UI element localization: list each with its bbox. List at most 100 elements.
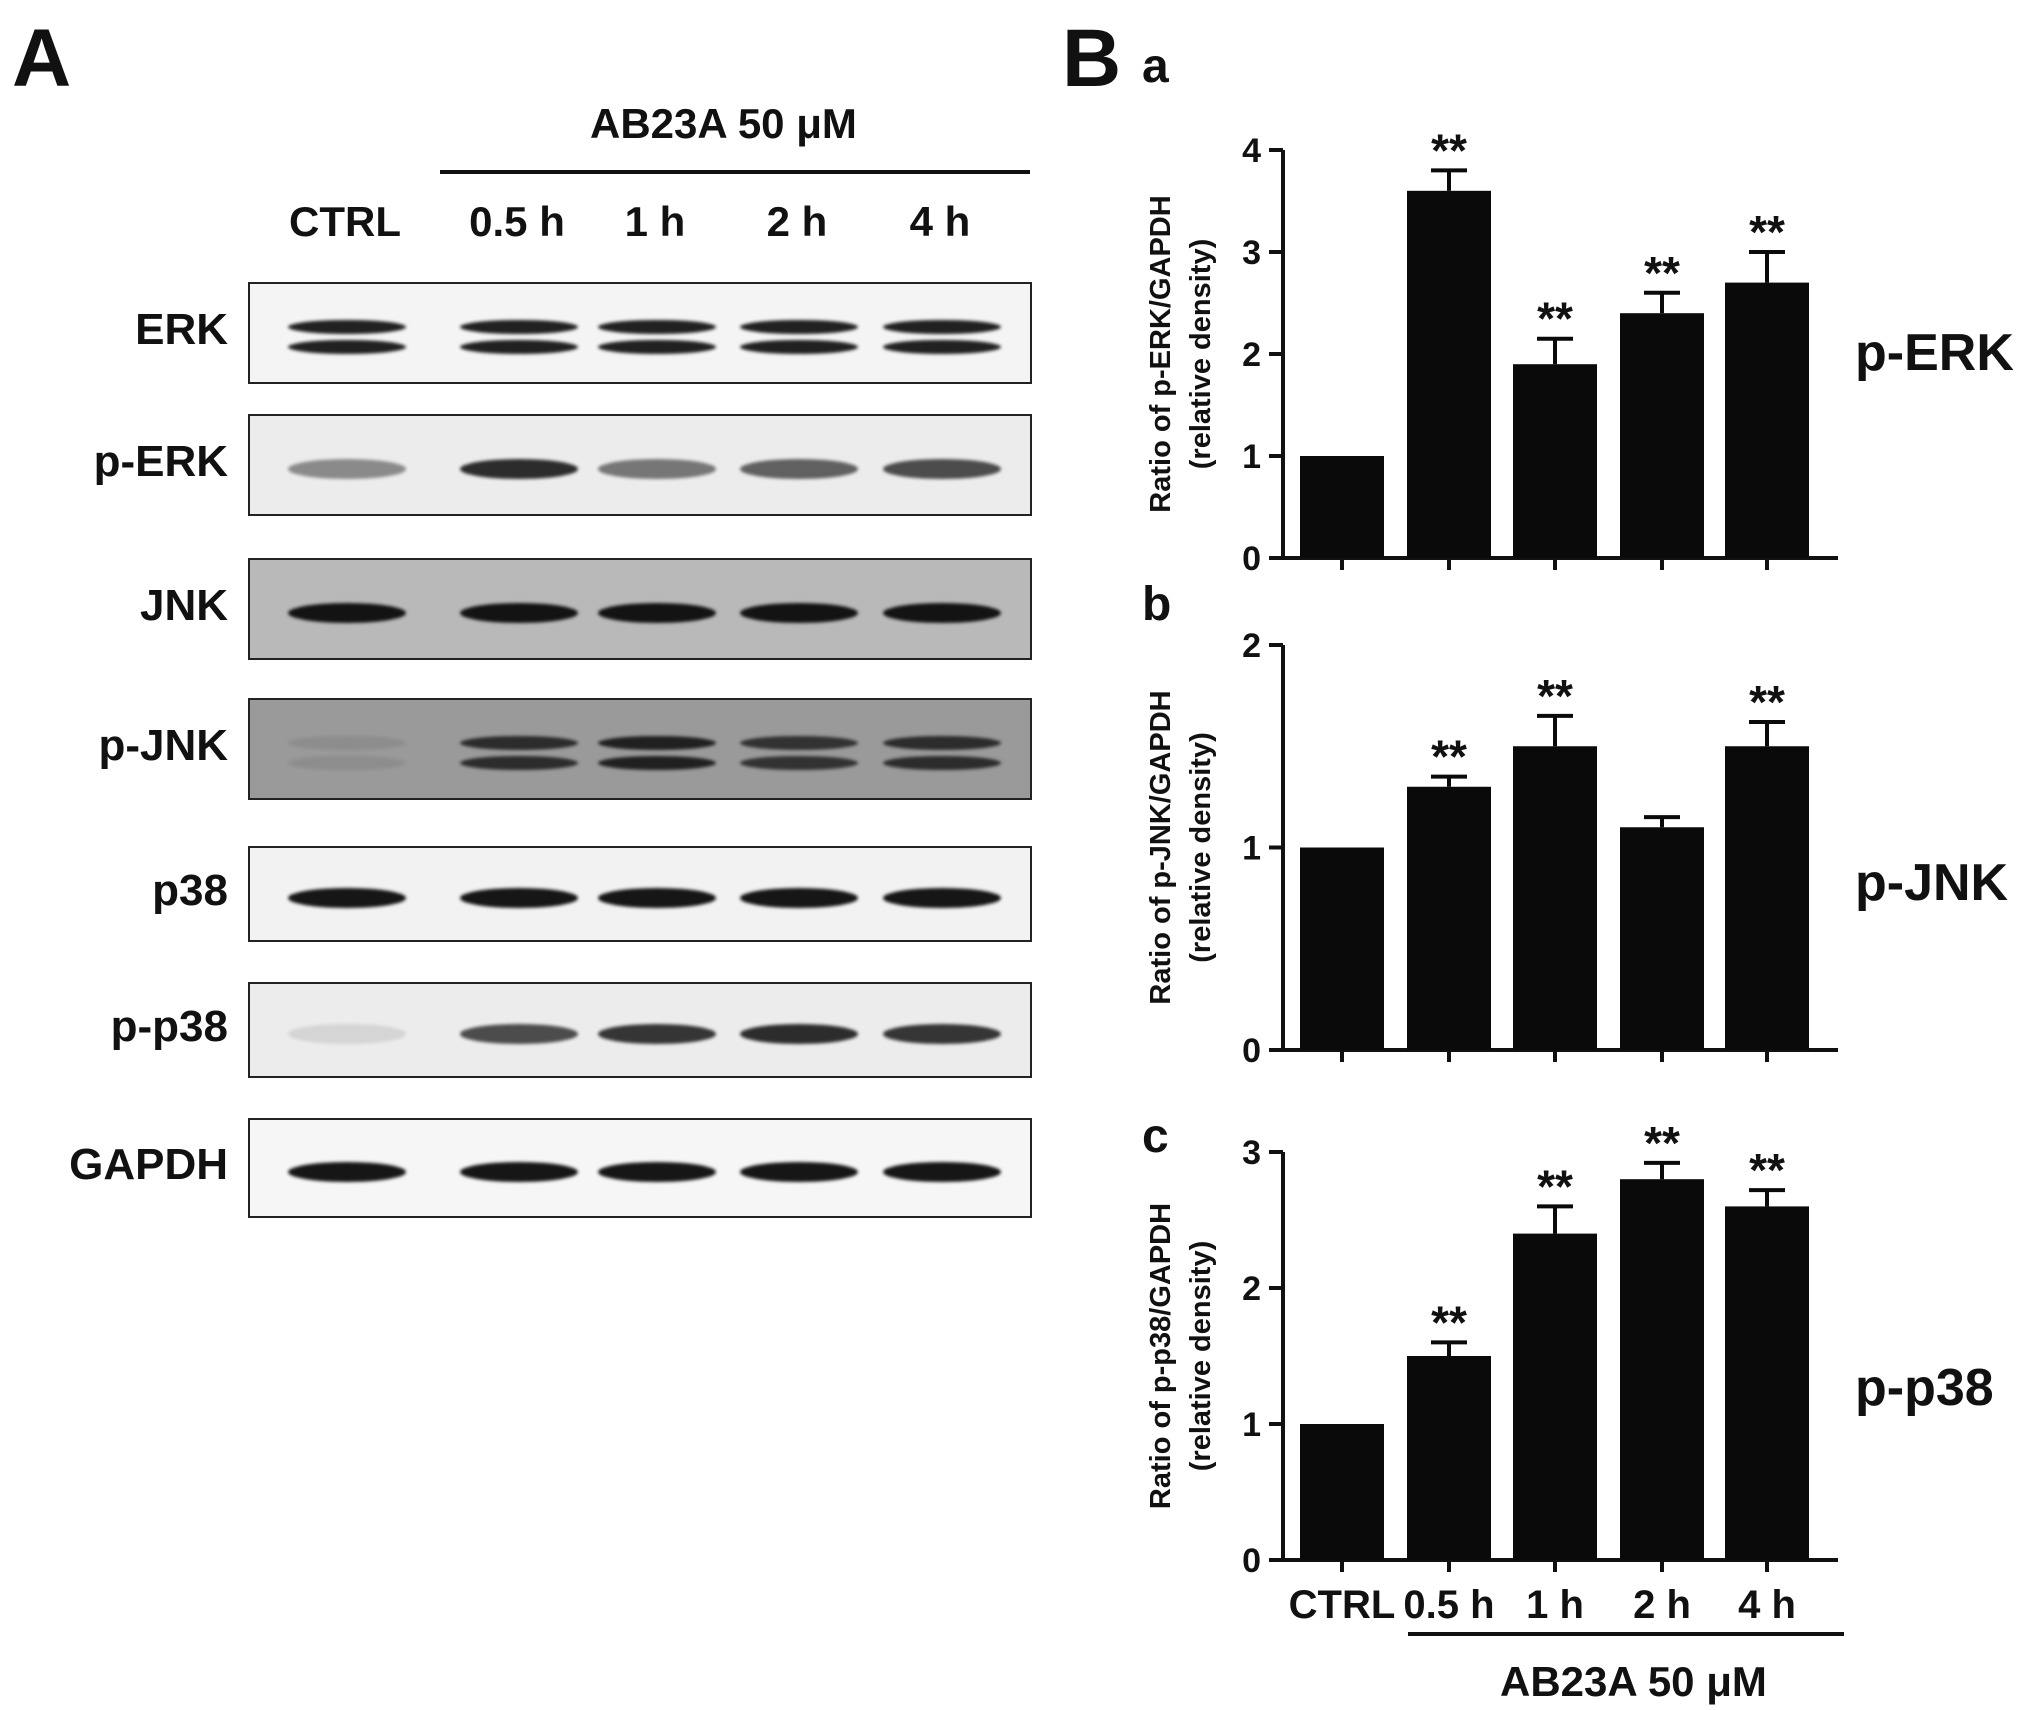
blot-band — [740, 603, 858, 624]
bar — [1725, 282, 1809, 558]
blot-band — [598, 319, 716, 334]
blot-band — [460, 340, 578, 355]
blot-band — [288, 459, 406, 480]
y-axis-label: (relative density) — [1185, 732, 1217, 962]
blot-label: p-JNK — [98, 721, 228, 770]
blot-band — [598, 756, 716, 771]
blot-band — [460, 735, 578, 750]
blot-band — [740, 756, 858, 771]
y-tick-label: 3 — [1242, 1134, 1261, 1172]
blot-p-erk — [248, 414, 1032, 516]
blot-band — [288, 340, 406, 355]
significance-marker: ** — [1431, 124, 1467, 176]
y-axis-label: Ratio of p-ERK/GAPDH — [1145, 195, 1177, 512]
panel-b-treatment-label: AB23A 50 μM — [1500, 1658, 1767, 1705]
y-tick-label: 1 — [1242, 438, 1261, 476]
bar — [1620, 313, 1704, 558]
blot-band — [288, 319, 406, 334]
blot-band — [288, 1162, 406, 1182]
y-tick-label: 4 — [1242, 132, 1261, 170]
bar — [1513, 746, 1597, 1050]
blot-band — [598, 735, 716, 750]
significance-marker: ** — [1431, 1296, 1467, 1348]
blot-band — [883, 603, 1001, 624]
significance-marker: ** — [1537, 670, 1573, 722]
y-axis-label: Ratio of p-JNK/GAPDH — [1145, 690, 1177, 1004]
blot-band — [740, 735, 858, 750]
blot-band — [883, 1162, 1001, 1182]
blot-jnk — [248, 558, 1032, 660]
blot-band — [598, 1162, 716, 1182]
subpanel-letter: b — [1142, 578, 1171, 631]
y-tick-label: 2 — [1242, 336, 1261, 374]
blot-band — [460, 1162, 578, 1182]
y-axis-label: (relative density) — [1185, 1241, 1217, 1471]
blot-band — [740, 1162, 858, 1182]
blot-band — [288, 756, 406, 771]
blot-band — [288, 1023, 406, 1044]
y-tick-label: 0 — [1242, 1542, 1261, 1580]
significance-marker: ** — [1537, 1160, 1573, 1212]
blot-band — [740, 887, 858, 908]
blot-p-jnk — [248, 698, 1032, 800]
lane-label: 0.5 h — [469, 198, 565, 245]
y-tick-label: 2 — [1242, 627, 1261, 665]
blot-band — [460, 756, 578, 771]
y-axis-label: Ratio of p-p38/GAPDH — [1145, 1203, 1177, 1509]
significance-marker: ** — [1644, 1117, 1680, 1169]
blot-band — [883, 887, 1001, 908]
blot-band — [883, 756, 1001, 771]
blot-band — [460, 319, 578, 334]
blot-band — [740, 1023, 858, 1044]
significance-marker: ** — [1431, 731, 1467, 783]
panel-b-letter: B — [1062, 13, 1122, 104]
blot-label: p38 — [152, 866, 228, 915]
blot-label: p-p38 — [110, 1002, 228, 1051]
blot-erk — [248, 282, 1032, 384]
x-tick-label: 4 h — [1738, 1583, 1796, 1627]
significance-marker: ** — [1537, 293, 1573, 345]
bar — [1407, 786, 1491, 1050]
significance-marker: ** — [1749, 206, 1785, 258]
y-tick-label: 1 — [1242, 1406, 1261, 1444]
blot-label: ERK — [135, 305, 228, 354]
blot-band — [598, 603, 716, 624]
significance-marker: ** — [1749, 676, 1785, 728]
x-tick-label: CTRL — [1289, 1583, 1396, 1627]
blot-p38 — [248, 846, 1032, 942]
x-tick-label: 2 h — [1633, 1583, 1691, 1627]
chart-side-label: p-JNK — [1855, 854, 2009, 912]
bar — [1620, 827, 1704, 1050]
significance-marker: ** — [1644, 247, 1680, 299]
significance-marker: ** — [1749, 1144, 1785, 1196]
blot-band — [740, 340, 858, 355]
y-tick-label: 3 — [1242, 234, 1261, 272]
lane-label: 1 h — [624, 198, 686, 245]
bar — [1513, 364, 1597, 558]
blot-band — [740, 459, 858, 480]
lane-label: CTRL — [289, 198, 401, 245]
blot-band — [883, 1023, 1001, 1044]
bar — [1300, 1424, 1384, 1560]
y-tick-label: 0 — [1242, 540, 1261, 578]
blot-band — [288, 735, 406, 750]
panel-a-treatment-label: AB23A 50 μM — [590, 100, 857, 147]
x-tick-label: 1 h — [1526, 1583, 1584, 1627]
y-tick-label: 2 — [1242, 1270, 1261, 1308]
bar — [1300, 456, 1384, 558]
bar — [1725, 1206, 1809, 1560]
lane-label: 4 h — [909, 198, 971, 245]
panel-a-treatment-line — [440, 170, 1030, 174]
blot-band — [883, 319, 1001, 334]
blot-p-p38 — [248, 982, 1032, 1078]
blot-label: GAPDH — [69, 1140, 228, 1189]
blot-gapdh — [248, 1118, 1032, 1218]
y-tick-label: 0 — [1242, 1032, 1261, 1070]
y-tick-label: 1 — [1242, 830, 1261, 868]
blot-band — [598, 887, 716, 908]
blot-band — [598, 1023, 716, 1044]
blot-label: JNK — [139, 581, 228, 630]
bar — [1725, 746, 1809, 1050]
blot-band — [460, 887, 578, 908]
panel-a-letter: A — [12, 13, 72, 104]
